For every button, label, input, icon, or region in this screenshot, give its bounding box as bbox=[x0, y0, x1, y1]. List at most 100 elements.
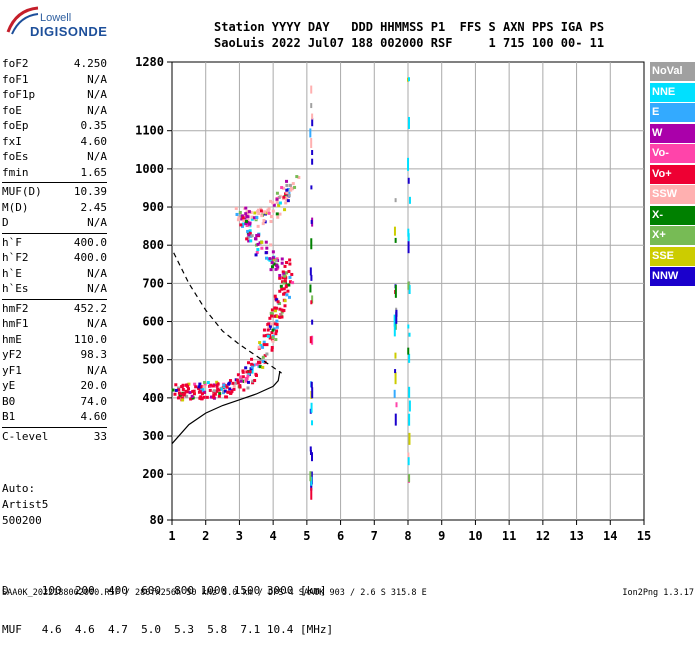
param-row-hmf2: hmF2 452.2 bbox=[2, 301, 107, 317]
param-value: 110.0 bbox=[73, 332, 107, 346]
legend-entry-nne: NNE bbox=[650, 82, 695, 102]
echo-point bbox=[198, 382, 202, 386]
echo-point bbox=[260, 246, 264, 250]
echo-point bbox=[310, 381, 313, 388]
echo-point bbox=[174, 383, 178, 387]
echo-point bbox=[258, 365, 262, 369]
series-4 bbox=[393, 198, 398, 426]
param-value: 0.35 bbox=[80, 119, 108, 132]
echo-point bbox=[273, 309, 277, 313]
echo-point bbox=[269, 268, 273, 272]
legend-entry-sse: SSE bbox=[650, 246, 695, 266]
echo-point bbox=[288, 258, 292, 262]
param-row-fmin: fmin 1.65 bbox=[2, 165, 107, 181]
echo-point bbox=[274, 332, 278, 336]
echo-point bbox=[250, 234, 254, 238]
muf-dashed-curve bbox=[173, 252, 282, 374]
echo-point bbox=[288, 280, 292, 284]
echo-point bbox=[247, 361, 251, 365]
echo-point bbox=[176, 386, 180, 390]
echo-point bbox=[247, 239, 251, 243]
echo-point bbox=[173, 392, 177, 396]
echo-point bbox=[281, 270, 285, 274]
echo-point bbox=[269, 199, 273, 203]
echo-point bbox=[274, 338, 278, 342]
echo-point bbox=[408, 400, 411, 412]
echo-point bbox=[270, 261, 274, 265]
echo-point bbox=[280, 287, 284, 291]
echo-point bbox=[252, 216, 256, 220]
echo-point bbox=[180, 392, 184, 396]
echo-point bbox=[285, 261, 289, 265]
x-tick-label: 3 bbox=[236, 529, 243, 543]
echo-point bbox=[244, 222, 248, 226]
echo-point bbox=[277, 204, 281, 208]
logo-brand: Lowell bbox=[40, 12, 72, 24]
echo-point bbox=[246, 236, 250, 240]
echo-point bbox=[309, 450, 312, 456]
echo-point bbox=[271, 339, 275, 343]
echo-point bbox=[241, 369, 245, 373]
logo-name: DIGISONDE bbox=[30, 24, 108, 39]
echo-point bbox=[311, 335, 314, 345]
echo-point bbox=[255, 234, 259, 238]
echo-point bbox=[285, 188, 289, 192]
echo-point bbox=[258, 341, 262, 345]
echo-point bbox=[269, 311, 273, 315]
echo-point bbox=[271, 256, 275, 260]
echo-point bbox=[393, 389, 396, 398]
param-row-fxi: fxI 4.60 bbox=[2, 134, 107, 150]
echo-point bbox=[395, 402, 398, 408]
echo-point bbox=[265, 246, 269, 250]
echo-point bbox=[235, 212, 239, 216]
echo-point bbox=[408, 332, 411, 337]
echo-point bbox=[182, 393, 186, 397]
echo-point bbox=[187, 382, 191, 386]
legend-entry-w: W bbox=[650, 123, 695, 143]
echo-point bbox=[259, 344, 263, 348]
echo-point bbox=[281, 280, 285, 284]
muf-distance-table: D 100 200 400 600 800 1000 1500 3000 [km… bbox=[2, 558, 333, 649]
echo-point bbox=[309, 284, 312, 293]
series-0 bbox=[171, 258, 295, 402]
y-tick-label: 200 bbox=[142, 467, 164, 481]
echo-point bbox=[229, 391, 233, 395]
echo-point bbox=[244, 366, 248, 370]
legend-entry-x: X- bbox=[650, 205, 695, 225]
echo-point bbox=[251, 381, 255, 385]
param-key: yE bbox=[2, 379, 16, 392]
echo-point bbox=[274, 314, 278, 318]
echo-point bbox=[273, 294, 277, 298]
echo-point bbox=[247, 372, 251, 376]
echo-point bbox=[256, 242, 260, 246]
y-tick-label: 700 bbox=[142, 276, 164, 290]
echo-point bbox=[310, 103, 313, 109]
echo-point bbox=[277, 196, 281, 200]
echo-point bbox=[191, 389, 195, 393]
echo-point bbox=[407, 347, 410, 355]
echo-point bbox=[200, 385, 204, 389]
echo-point bbox=[241, 222, 245, 226]
x-tick-label: 12 bbox=[536, 529, 550, 543]
x-tick-label: 15 bbox=[637, 529, 651, 543]
distance-row: D 100 200 400 600 800 1000 1500 3000 [km… bbox=[2, 584, 327, 597]
echo-point bbox=[262, 334, 266, 338]
echo-point bbox=[278, 273, 282, 277]
echo-point bbox=[393, 325, 396, 337]
echo-point bbox=[270, 314, 274, 318]
echo-point bbox=[280, 186, 284, 190]
echo-point bbox=[269, 243, 273, 247]
echo-point bbox=[271, 250, 275, 254]
echo-point bbox=[280, 315, 284, 319]
echo-point bbox=[270, 331, 274, 335]
echo-point bbox=[295, 175, 299, 179]
echo-point bbox=[211, 384, 215, 388]
echo-point bbox=[212, 389, 216, 393]
echo-point bbox=[280, 261, 284, 265]
legend: NoVal NNE E W Vo- Vo+ SSW X- X+ SSE NNW bbox=[650, 62, 695, 288]
legend-entry-x: X+ bbox=[650, 226, 695, 245]
echo-point bbox=[261, 359, 265, 363]
lowell-digisonde-logo: Lowell DIGISONDE bbox=[4, 6, 108, 42]
echo-point bbox=[181, 398, 185, 402]
echo-point bbox=[311, 150, 314, 156]
